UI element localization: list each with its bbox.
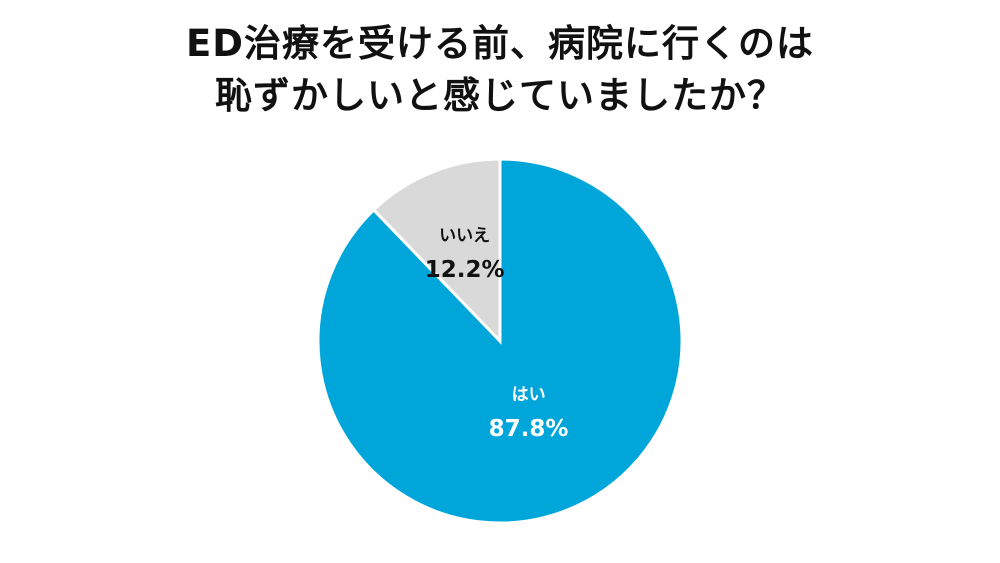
slice-value-label-0: 87.8% <box>489 416 569 442</box>
pie-slice-1 <box>371 157 502 345</box>
chart-title: ED治療を受ける前、病院に行くのは 恥ずかしいと感じていましたか？ <box>0 18 1000 122</box>
slice-category-label-0: はい <box>512 385 546 405</box>
chart-title-line-2: 恥ずかしいと感じていましたか？ <box>215 74 785 117</box>
slice-value-label-1: 12.2% <box>425 257 505 283</box>
chart-title-line-1: ED治療を受ける前、病院に行くのは <box>186 22 814 65</box>
slice-category-label-1: いいえ <box>439 226 490 246</box>
